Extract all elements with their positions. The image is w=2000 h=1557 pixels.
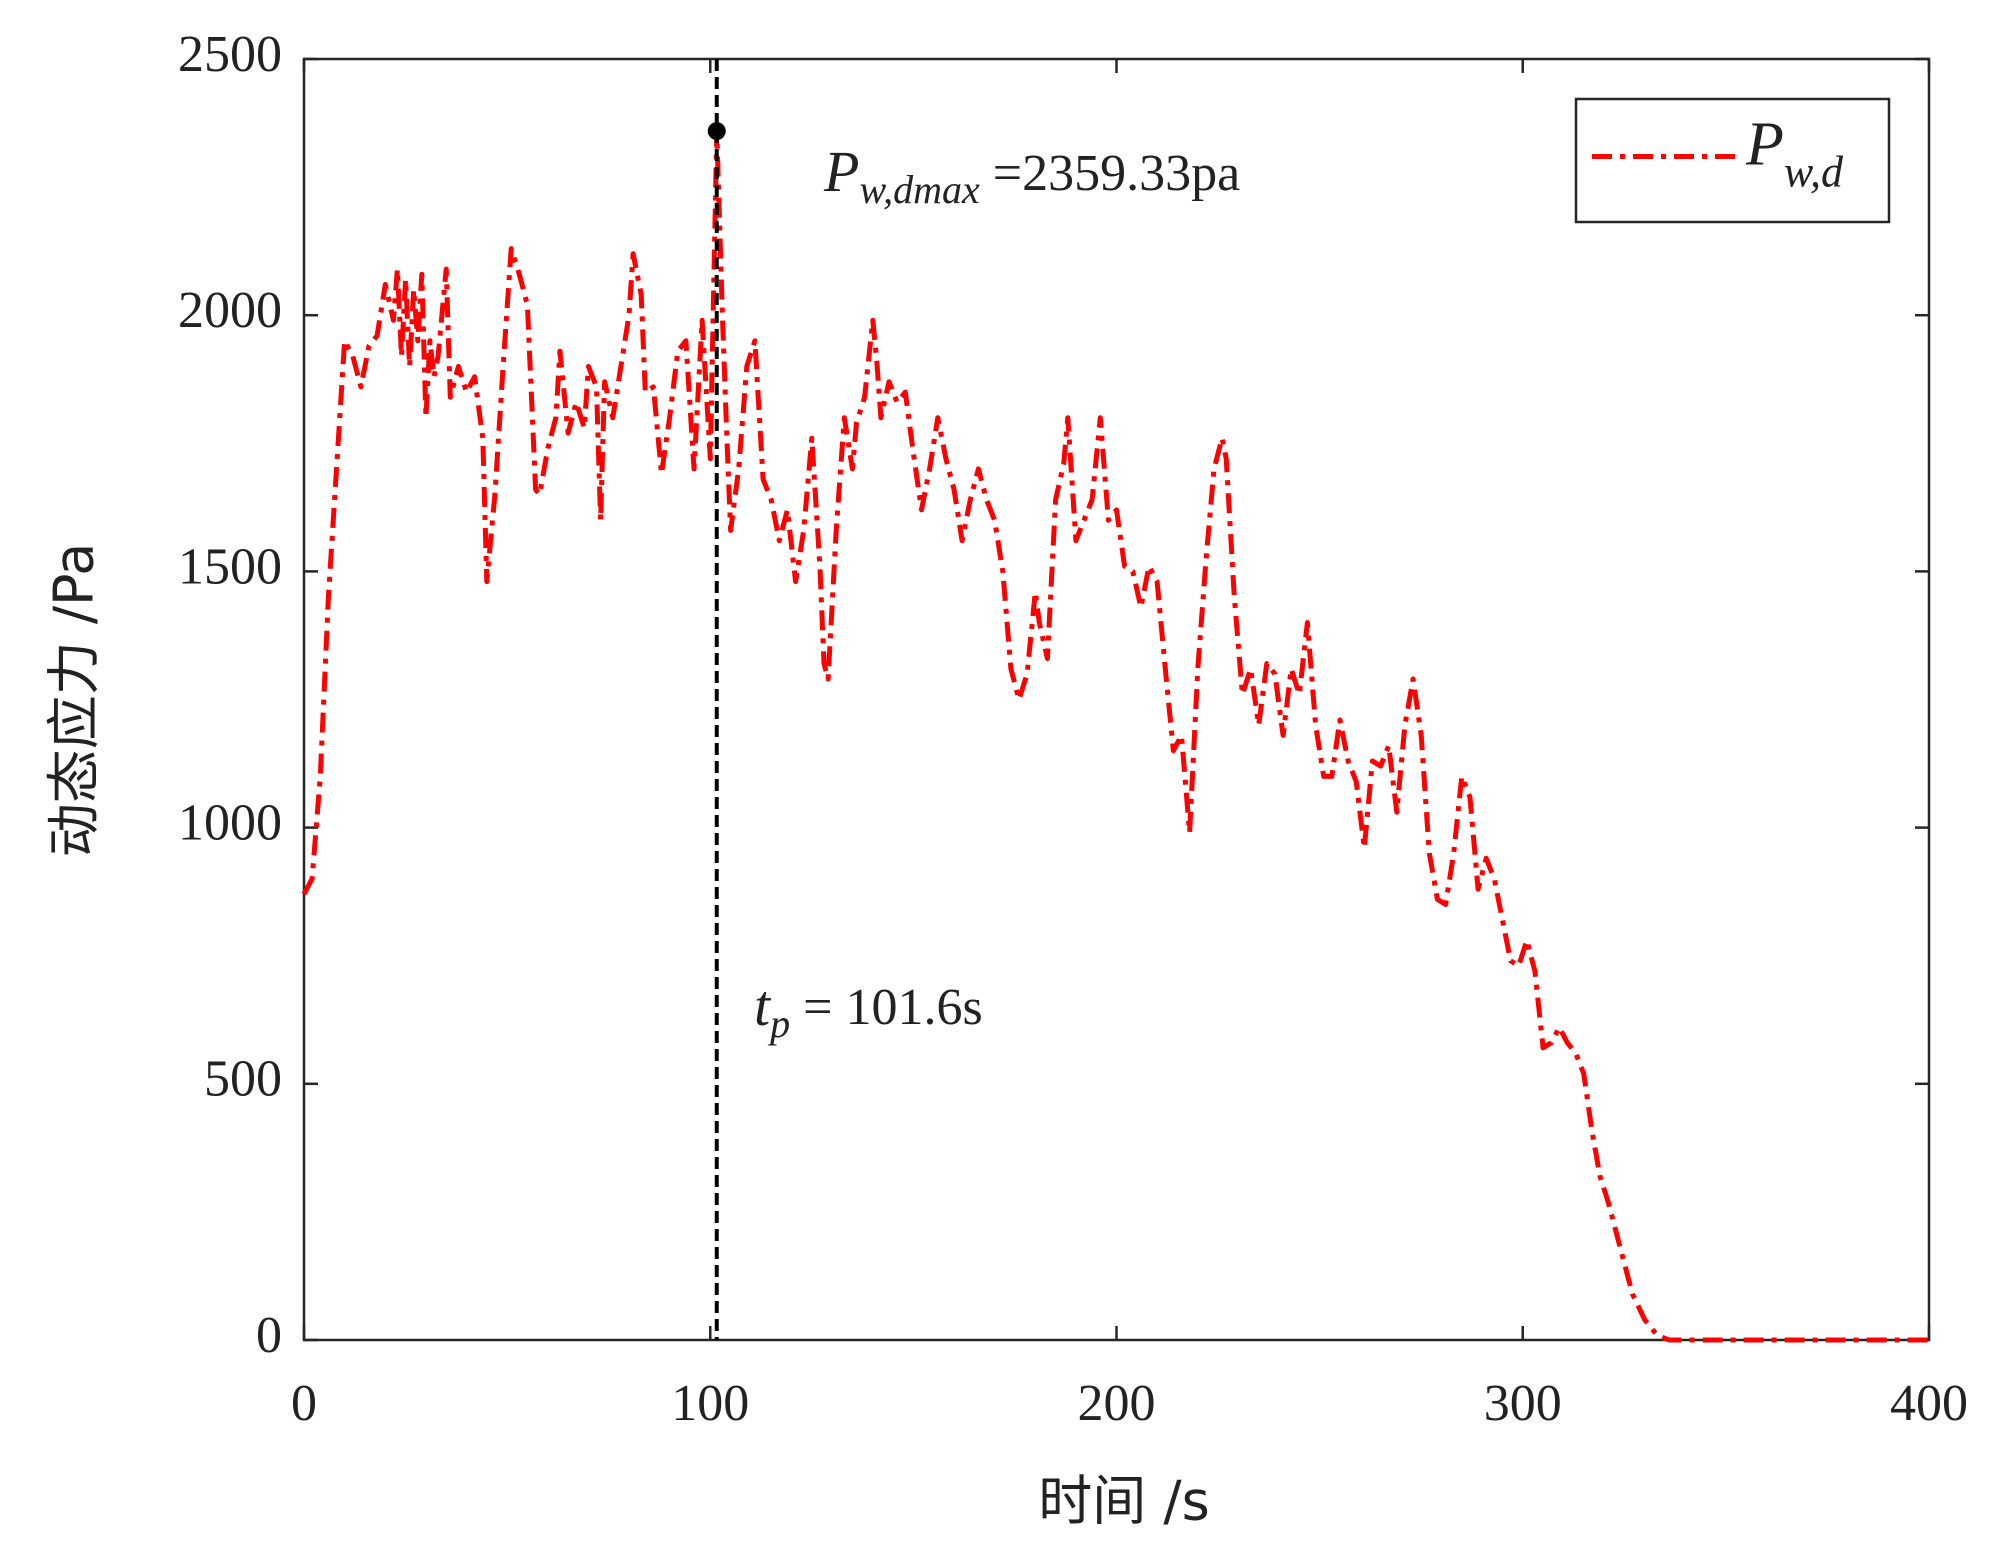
annotation-value: =2359.33pa xyxy=(980,145,1240,202)
y-tick-label: 1500 xyxy=(178,538,282,595)
x-tick-label: 400 xyxy=(1890,1375,1968,1432)
annotation: Pw,dmax =2359.33pa xyxy=(823,139,1240,212)
x-tick-label: 300 xyxy=(1484,1375,1562,1432)
legend-subscript: w,d xyxy=(1784,148,1844,197)
annotation-subscript: p xyxy=(767,1001,790,1046)
plot-frame xyxy=(302,57,1931,1342)
annotation-symbol: P xyxy=(823,139,859,204)
x-tick-label: 0 xyxy=(291,1375,317,1432)
annotation-subscript: w,dmax xyxy=(859,167,980,212)
peak-marker xyxy=(707,122,726,141)
y-tick-label: 0 xyxy=(256,1307,282,1364)
y-tick-label: 500 xyxy=(204,1051,282,1108)
data-line xyxy=(301,128,1929,1343)
y-axis-label: 动态应力 /Pa xyxy=(43,543,106,858)
legend-box xyxy=(1574,97,1891,224)
y-tick-label: 2000 xyxy=(178,282,282,339)
y-tick-label: 2500 xyxy=(178,26,282,83)
legend-name: P xyxy=(1745,111,1784,179)
annotation: tp = 101.6s xyxy=(754,973,983,1046)
x-tick-label: 200 xyxy=(1078,1375,1156,1432)
annotation-symbol: t xyxy=(754,973,772,1038)
annotation-value: = 101.6s xyxy=(790,979,983,1036)
x-axis-label: 时间 /s xyxy=(1038,1470,1210,1533)
y-tick-label: 1000 xyxy=(178,795,282,852)
x-tick-label: 100 xyxy=(671,1375,749,1432)
legend-label: Pw,d xyxy=(1745,111,1844,197)
